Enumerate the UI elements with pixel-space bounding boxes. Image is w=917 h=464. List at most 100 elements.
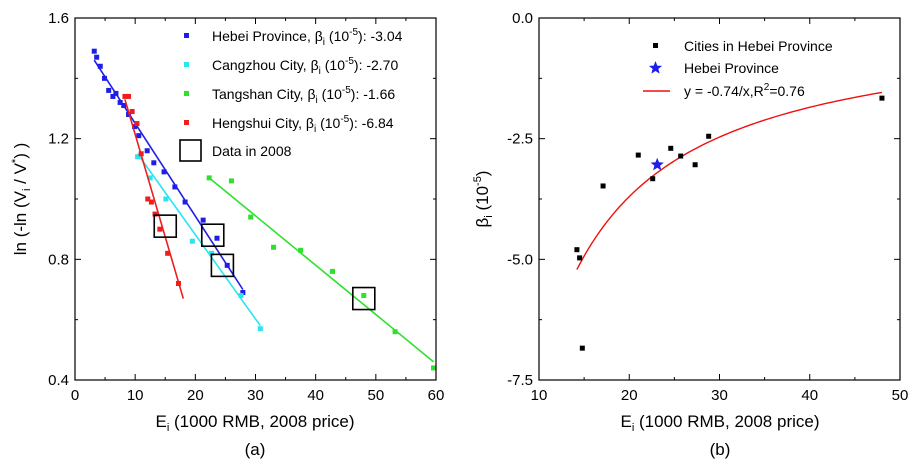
legend-fit: y = -0.74/x,R2=0.76 bbox=[684, 82, 805, 99]
hengshui-city-point bbox=[165, 250, 171, 256]
hengshui-city-point bbox=[122, 93, 128, 99]
hebei-province-point bbox=[151, 160, 157, 166]
cangzhou-city-point bbox=[238, 293, 244, 299]
city-point bbox=[579, 345, 585, 351]
hebei-province-point bbox=[136, 133, 142, 139]
city-point bbox=[650, 176, 656, 182]
y-label-exp: -5 bbox=[472, 176, 484, 186]
data-2008-box bbox=[200, 223, 225, 247]
panel-a-ticks: 0 10 20 30 40 50 60 0.4 0.8 1.2 1.6 bbox=[48, 10, 444, 404]
data-2008-box bbox=[153, 214, 178, 238]
hebei-province-point bbox=[94, 54, 100, 60]
legend-beta-sub: i bbox=[316, 95, 318, 106]
legend-unit: (10 bbox=[321, 57, 345, 73]
hebei-province-point bbox=[121, 102, 127, 108]
legend-marker bbox=[184, 33, 189, 38]
city-point bbox=[635, 152, 641, 158]
panel-b-ticks: 10 20 30 40 50 0.0 -2.5 -5.0 -7.5 bbox=[507, 10, 908, 404]
y-tick-label: 0.0 bbox=[512, 10, 533, 27]
city-point bbox=[879, 95, 885, 101]
city-point bbox=[577, 255, 583, 261]
legend-beta: β bbox=[315, 28, 323, 44]
x-label-sub: i bbox=[632, 422, 634, 434]
province-point bbox=[650, 157, 664, 171]
y-label-rest: (10 bbox=[473, 186, 492, 215]
legend-cities: Cities in Hebei Province bbox=[684, 38, 833, 54]
tangshan-city-point bbox=[361, 293, 367, 299]
x-tick-label: 50 bbox=[367, 387, 384, 404]
panel-b-y-axis-label: βi (10-5) bbox=[472, 171, 495, 228]
hebei-province-point bbox=[117, 99, 123, 105]
tangshan-city-point bbox=[392, 329, 398, 335]
x-tick-label: 40 bbox=[801, 387, 818, 404]
legend-series-name: Hengshui City, bbox=[212, 115, 306, 131]
x-tick-label: 30 bbox=[711, 387, 728, 404]
legend-unit: (10 bbox=[325, 28, 349, 44]
y-label-close: ) bbox=[473, 171, 492, 177]
tangshan-city-point bbox=[431, 365, 437, 371]
y-label-sub: i bbox=[483, 215, 495, 217]
city-point bbox=[678, 153, 684, 159]
fit-label-exp: 2 bbox=[764, 82, 770, 93]
legend-province: Hebei Province bbox=[684, 60, 779, 76]
y-label-part: / V bbox=[11, 162, 30, 188]
hebei-province-point bbox=[132, 124, 138, 130]
cangzhou-city-point bbox=[257, 326, 263, 332]
x-tick-label: 40 bbox=[307, 387, 324, 404]
legend-unit: (10 bbox=[318, 86, 342, 102]
tangshan-city-point bbox=[206, 175, 212, 181]
legend-unit-exp: -5 bbox=[342, 85, 351, 96]
legend-box-marker bbox=[179, 139, 202, 162]
legend-beta: β bbox=[307, 86, 315, 102]
legend-data-2008: Data in 2008 bbox=[212, 143, 292, 159]
city-point bbox=[574, 247, 580, 253]
x-label-main: E bbox=[156, 412, 167, 431]
legend-entry: Tangshan City, βi (10-5): -1.66 bbox=[212, 85, 395, 106]
hebei-province-point bbox=[224, 262, 230, 268]
hengshui-city-point bbox=[134, 121, 140, 127]
legend-beta-value: ): -6.84 bbox=[349, 115, 394, 131]
legend-series-name: Cangzhou City, bbox=[212, 57, 311, 73]
tangshan-city-point bbox=[298, 247, 304, 253]
y-tick-label: 1.6 bbox=[48, 10, 69, 27]
hebei-province-point bbox=[172, 184, 178, 190]
hebei-province-point bbox=[113, 90, 119, 96]
tangshan-city-point bbox=[271, 244, 277, 250]
legend-beta-sub: i bbox=[319, 66, 321, 77]
city-point bbox=[668, 145, 674, 151]
panel-a-y-axis-label: ln (-ln (Vi / V*) ) bbox=[10, 143, 33, 256]
y-tick-label: -7.5 bbox=[507, 372, 533, 389]
hebei-province-point bbox=[182, 199, 188, 205]
y-label-sup-star: * bbox=[10, 158, 22, 163]
hebei-province-point bbox=[200, 217, 206, 223]
y-tick-label: -2.5 bbox=[507, 131, 533, 148]
hengshui-city-point bbox=[148, 199, 154, 205]
panel-b-label: (b) bbox=[710, 440, 731, 459]
legend-unit-exp: -5 bbox=[340, 114, 349, 125]
hebei-province-point bbox=[161, 169, 167, 175]
cangzhou-city-point bbox=[209, 250, 215, 256]
cangzhou-city-point bbox=[163, 196, 169, 202]
y-label-main: β bbox=[473, 217, 492, 227]
hengshui-city-point bbox=[126, 93, 132, 99]
hebei-province-point bbox=[97, 63, 103, 69]
panel-a-marks bbox=[91, 48, 437, 371]
hebei-province-point bbox=[101, 75, 107, 81]
legend-beta-sub: i bbox=[323, 37, 325, 48]
hengshui-city-point bbox=[138, 151, 144, 157]
fit-label-suffix: =0.76 bbox=[769, 83, 805, 99]
x-tick-label: 10 bbox=[127, 387, 144, 404]
x-label-sub: i bbox=[167, 422, 169, 434]
tangshan-city-point bbox=[228, 178, 234, 184]
x-tick-label: 60 bbox=[428, 387, 445, 404]
hebei-province-point bbox=[214, 235, 220, 241]
legend-unit-exp: -5 bbox=[349, 27, 358, 38]
panel-a: 0 10 20 30 40 50 600.40.81.21.6 ln (-ln (Vi / … bbox=[10, 10, 444, 459]
data-2008-box bbox=[210, 253, 235, 278]
x-tick-label: 30 bbox=[247, 387, 264, 404]
legend-marker bbox=[184, 120, 189, 125]
hengshui-city-point bbox=[157, 226, 163, 232]
legend-series-name: Hebei Province, bbox=[212, 28, 315, 44]
hebei-province-point bbox=[110, 93, 116, 99]
legend-entry: Hebei Province, βi (10-5): -3.04 bbox=[212, 27, 403, 48]
